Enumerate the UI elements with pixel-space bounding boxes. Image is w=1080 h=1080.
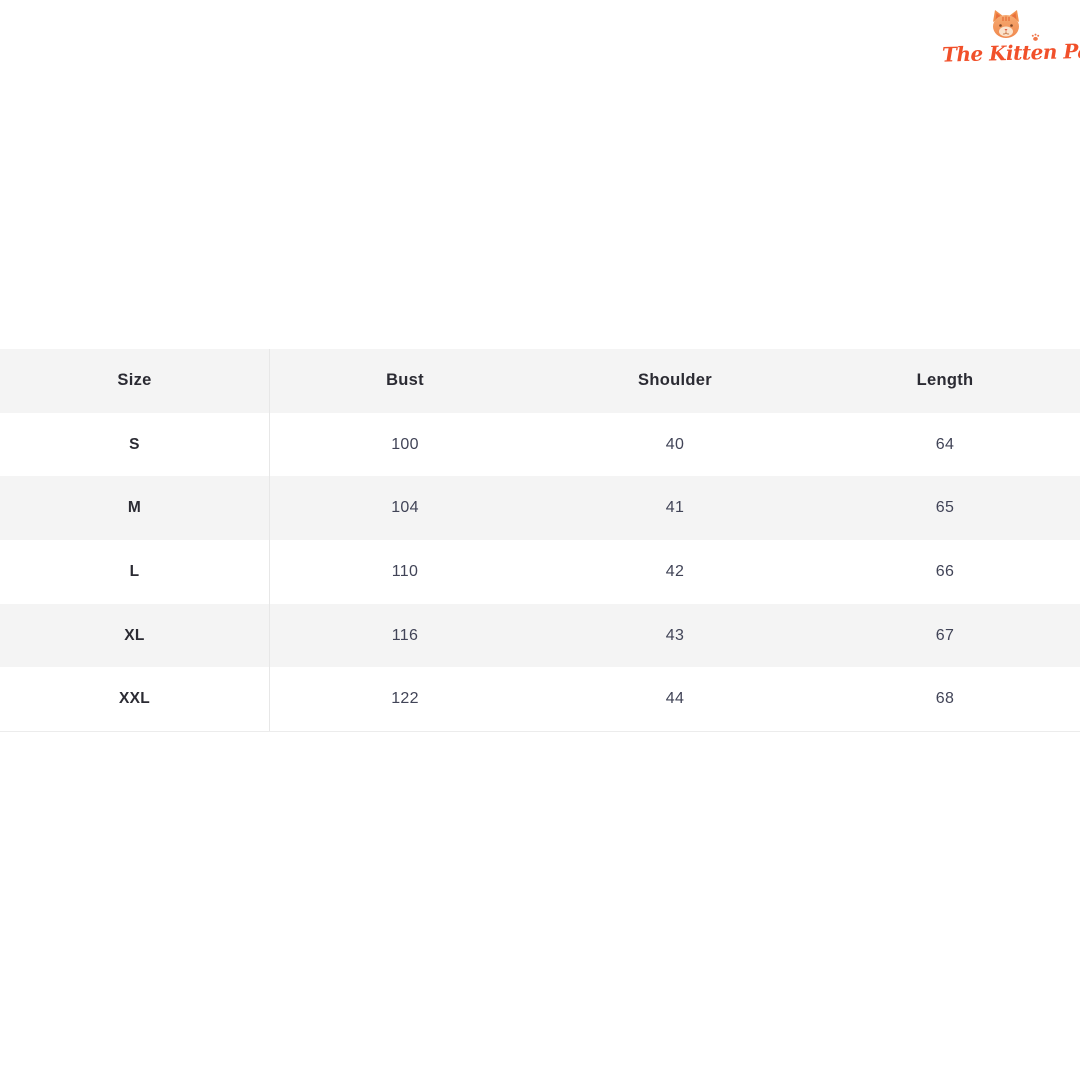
paw-print-icon <box>1031 33 1040 41</box>
table-row-xxl: XXL 122 44 68 <box>0 667 1080 732</box>
cell-bust: 110 <box>391 562 419 580</box>
table-row-m: M 104 41 65 <box>0 476 1080 541</box>
kitten-face-icon <box>993 10 1019 38</box>
brand-logo-icons <box>942 8 1070 41</box>
cell-bust: 100 <box>391 435 419 453</box>
table-header-row: Size Bust Shoulder Length <box>0 349 1080 413</box>
cell-length: 66 <box>935 562 955 580</box>
cell-size: XL <box>0 603 270 668</box>
cell-bust: 122 <box>391 690 419 708</box>
cell-length: 67 <box>935 626 955 644</box>
cell-shoulder: 43 <box>665 626 685 644</box>
cell-shoulder: 41 <box>665 499 685 517</box>
brand-logo: The Kitten Park <box>941 8 1080 67</box>
cell-size: L <box>0 540 270 604</box>
column-header-shoulder: Shoulder <box>638 371 712 390</box>
column-header-length: Length <box>916 371 974 390</box>
table-row-s: S 100 40 64 <box>0 412 1080 477</box>
table-row-xl: XL 116 43 67 <box>0 603 1080 668</box>
cell-size: S <box>0 412 270 477</box>
size-chart-table: Size Bust Shoulder Length S 100 40 64 M … <box>0 349 1080 732</box>
cell-shoulder: 40 <box>665 435 685 453</box>
cell-length: 65 <box>935 499 955 517</box>
cell-shoulder: 42 <box>665 562 685 580</box>
column-header-size: Size <box>0 349 270 413</box>
cell-bust: 104 <box>391 499 419 517</box>
cell-size: XXL <box>0 667 270 732</box>
cell-length: 64 <box>935 435 955 453</box>
cell-shoulder: 44 <box>665 690 685 708</box>
column-header-bust: Bust <box>386 371 424 390</box>
cell-size: M <box>0 476 270 541</box>
brand-name: The Kitten Park <box>941 38 1080 67</box>
cell-bust: 116 <box>391 626 419 644</box>
cell-length: 68 <box>935 690 955 708</box>
table-row-l: L 110 42 66 <box>0 540 1080 604</box>
